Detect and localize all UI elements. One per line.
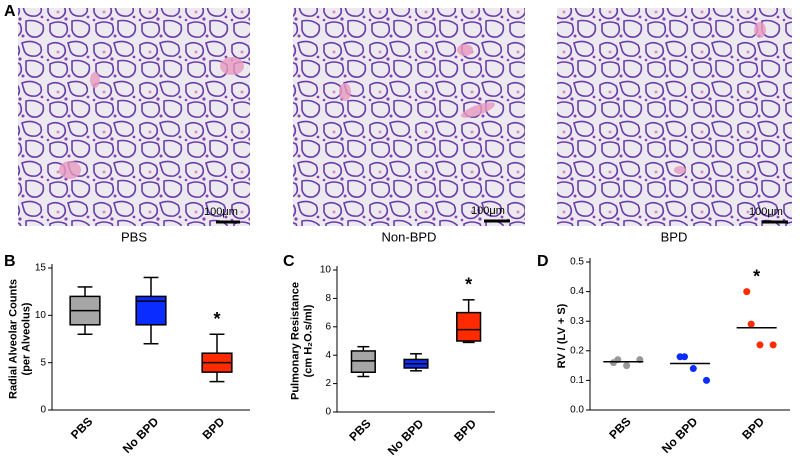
image-caption: BPD	[661, 229, 688, 244]
y-tick-label: 2	[325, 378, 331, 389]
y-tick-label: 0.4	[570, 286, 584, 297]
y-tick-label: 4	[325, 350, 331, 361]
y-axis-label: (per Alveolus)	[20, 302, 32, 375]
y-tick-label: 10	[320, 265, 332, 276]
scale-label: 100μm	[204, 206, 238, 218]
y-tick-label: 0.3	[570, 316, 584, 327]
annotation: *	[213, 309, 220, 329]
panel-label: D	[537, 253, 549, 270]
y-tick-label: 0	[325, 407, 331, 418]
x-tick-label: No BPD	[385, 416, 427, 458]
x-tick-label: PBS	[606, 414, 633, 441]
panel-label: A	[4, 3, 16, 20]
point	[747, 320, 755, 328]
x-tick-label: PBS	[68, 414, 95, 441]
annotation: *	[465, 275, 472, 295]
scale-label: 100μm	[749, 206, 783, 218]
point	[756, 341, 764, 349]
point	[623, 362, 631, 370]
panel-label: B	[4, 253, 16, 270]
point	[769, 341, 777, 349]
y-tick-label: 15	[35, 263, 47, 274]
y-tick-label: 0	[40, 405, 46, 416]
y-axis-label: (cm H₂O.s/ml)	[302, 304, 314, 377]
y-tick-label: 8	[325, 293, 331, 304]
micrograph	[293, 8, 525, 226]
micrograph	[557, 8, 792, 226]
vessels	[59, 22, 766, 179]
y-tick-label: 5	[40, 357, 46, 368]
y-tick-label: 0.5	[570, 257, 584, 268]
x-tick-label: PBS	[346, 416, 373, 443]
point	[743, 288, 751, 296]
box	[456, 311, 482, 342]
y-axis-label: Radial Alveolar Counts	[7, 279, 19, 399]
y-tick-label: 10	[35, 310, 47, 321]
y-axis-label: RV / (LV + S)	[556, 303, 568, 368]
x-tick-label: BPD	[739, 414, 767, 442]
x-tick-label: BPD	[200, 414, 228, 442]
point	[689, 365, 697, 373]
y-tick-label: 6	[325, 321, 331, 332]
y-tick-label: 0.0	[570, 405, 584, 416]
scale-label: 100μm	[471, 205, 505, 217]
micrograph	[18, 8, 250, 226]
image-caption: PBS	[121, 229, 147, 244]
point	[681, 353, 688, 361]
y-tick-label: 0.2	[570, 345, 584, 356]
point	[703, 376, 710, 384]
scale-bars: 100μm 100μm 100μm	[204, 205, 788, 224]
y-axis-label: Pulmonary Resistance	[289, 282, 301, 400]
annotation: *	[753, 266, 760, 286]
panel-label: C	[283, 253, 295, 270]
x-tick-label: BPD	[451, 416, 479, 444]
y-tick-label: 0.1	[570, 375, 584, 386]
x-tick-label: No BPD	[120, 414, 162, 456]
x-tick-label: No BPD	[659, 414, 701, 456]
image-caption: Non-BPD	[382, 229, 437, 244]
